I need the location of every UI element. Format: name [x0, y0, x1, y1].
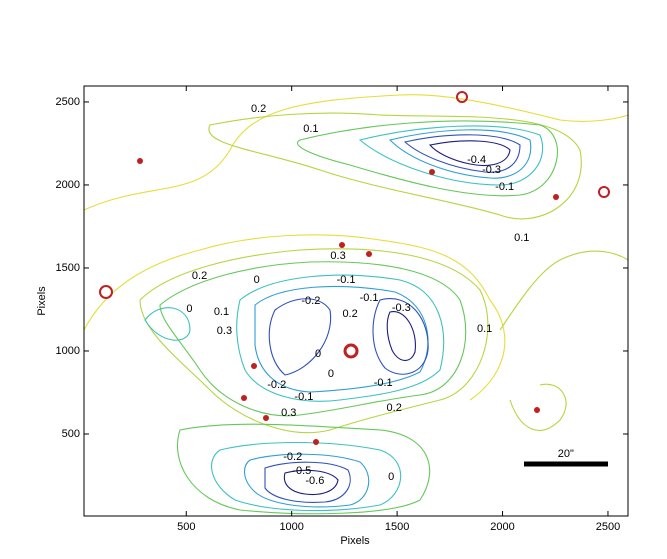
contour-label: 0.3 — [281, 407, 296, 419]
source — [263, 415, 269, 421]
y-axis-label: Pixels — [36, 286, 48, 316]
y-tick-label: 1500 — [56, 262, 80, 274]
source — [456, 91, 468, 103]
x-axis-label: Pixels — [340, 535, 370, 547]
contours — [84, 94, 628, 515]
x-tick-label: 1000 — [279, 521, 303, 533]
source — [553, 194, 559, 200]
contour-label: 0.2 — [342, 308, 357, 320]
contour-label: 0 — [328, 368, 334, 380]
contour-label: 0.1 — [214, 306, 229, 318]
contour-label: -0.1 — [495, 181, 514, 193]
contour-label: -0.1 — [360, 292, 379, 304]
contour-label: 0.3 — [330, 250, 345, 262]
contour-label: 0.2 — [192, 270, 207, 282]
y-tick-label: 500 — [62, 428, 80, 440]
scale-bar-label: 20" — [558, 448, 574, 460]
source — [251, 363, 257, 369]
contour-label: -0.4 — [467, 154, 486, 166]
x-tick-label: 1500 — [385, 521, 409, 533]
contour-label: 0.1 — [477, 323, 492, 335]
contour-label: 0 — [186, 303, 192, 315]
contour-label: 0 — [254, 274, 260, 286]
contour-label: -0.1 — [294, 391, 313, 403]
source — [429, 169, 435, 175]
source — [313, 439, 319, 445]
contour-label: 0 — [315, 348, 321, 360]
source — [339, 242, 345, 248]
y-tick-label: 2000 — [56, 179, 80, 191]
contour-label: -0.1 — [374, 377, 393, 389]
contour-label: -0.2 — [267, 379, 286, 391]
source — [343, 343, 359, 359]
contour-label: 0.1 — [514, 232, 529, 244]
contour-label: -0.1 — [337, 274, 356, 286]
contour-label: -0.3 — [392, 302, 411, 314]
source — [366, 251, 372, 257]
y-tick-label: 1000 — [56, 345, 80, 357]
sources — [99, 91, 610, 445]
contour-label: -0.3 — [482, 164, 501, 176]
contour-label: 0.3 — [217, 325, 232, 337]
source — [598, 186, 610, 198]
x-tick-label: 2000 — [490, 521, 514, 533]
x-tick-label: 2500 — [596, 521, 620, 533]
contour-label: -0.5 — [292, 465, 311, 477]
source — [99, 285, 113, 299]
plot-frame — [83, 85, 629, 517]
contour-label: 0.2 — [387, 402, 402, 414]
contour-label: -0.6 — [305, 475, 324, 487]
source — [137, 158, 143, 164]
y-tick-label: 2500 — [56, 96, 80, 108]
source — [241, 395, 247, 401]
contour-label: -0.2 — [283, 451, 302, 463]
contour-label: 0 — [388, 471, 394, 483]
contour-label: -0.2 — [301, 295, 320, 307]
source — [534, 407, 540, 413]
contour-label: 0.2 — [251, 103, 266, 115]
contour-label: 0.1 — [303, 123, 318, 135]
x-tick-label: 500 — [177, 521, 195, 533]
